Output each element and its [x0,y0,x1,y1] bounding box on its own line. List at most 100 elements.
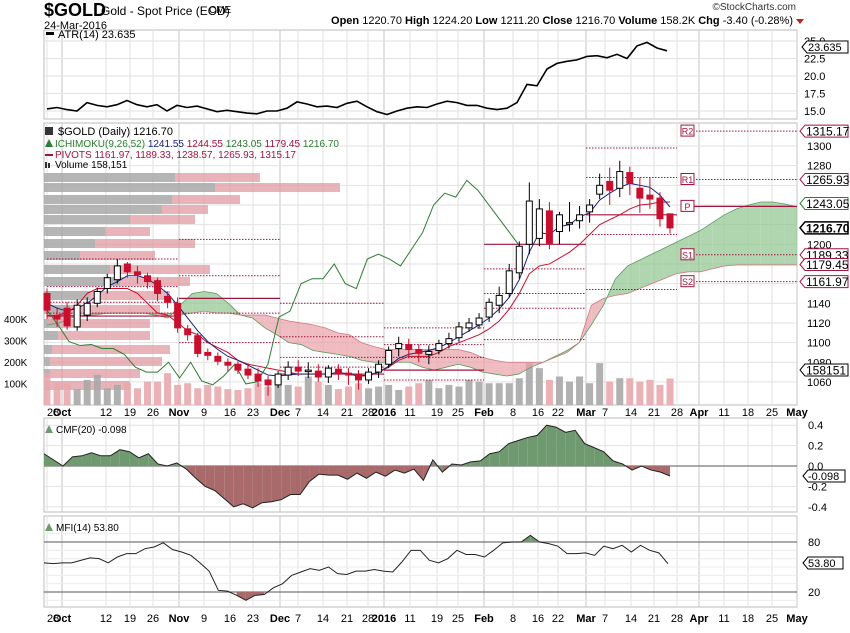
candle-body [43,292,51,311]
volume-value-tag: 158151 [806,364,846,378]
volume-bar [304,376,312,405]
volume-bar [425,379,433,405]
atr-legend: ATR(14) 23.635 [58,29,135,41]
volume-bar [505,383,513,405]
candle-body [616,171,624,189]
date-axis-label: Feb [474,613,494,625]
ichimoku-value: 1243.05 [226,139,265,150]
ichimoku-cloud-segment [446,349,459,368]
pivot-tag-label: R2 [682,127,694,137]
cmf-area-segment [603,451,614,466]
volume-bar [566,381,574,405]
candle-body [53,314,61,320]
date-axis-label: 28 [362,613,374,625]
volume-bar [405,386,413,405]
close-label: Close [542,15,573,27]
cmf-area-segment [328,466,339,476]
volume-bar [636,381,644,405]
date-axis-label: 23 [247,407,259,419]
date-axis-label: 28 [362,407,374,419]
date-axis-label: 14 [625,407,637,419]
volume-by-price-down [110,265,210,274]
volume-by-price-up [44,239,95,248]
date-axis-label: Mar [576,407,596,419]
candle-body [164,295,172,303]
cmf-area-segment [81,452,92,466]
volume-bar [174,384,182,405]
ichimoku-cloud-segment [434,349,447,371]
cmf-area-segment [537,425,547,466]
ichimoku-cloud-segment [494,360,507,377]
volume-bar [164,373,172,405]
cmf-area-segment [489,451,500,466]
volume-bar [93,374,101,405]
cmf-area-segment [385,466,395,477]
candle-body [515,245,523,274]
volume-bar [626,378,634,405]
candle-body [264,379,272,386]
cmf-area-segment [584,443,595,466]
volume-by-price-down [60,319,150,328]
date-axis-label: May [786,407,808,419]
date-axis-label: Oct [53,407,72,419]
volume-by-price-down [90,291,170,300]
candle-body [475,317,483,326]
cmf-area-segment [281,466,291,500]
date-axis-label: 25 [452,613,464,625]
brand-watermark: ©StockCharts.com [712,2,796,13]
panel-frame-mfi [43,515,798,608]
date-axis-label: 12 [100,407,112,419]
cmf-area-segment [186,466,196,479]
s2-value-tag-box [799,275,849,289]
ichimoku-cloud-segment [373,346,386,363]
volume-bar [53,383,61,405]
ichimoku-cloud-segment [482,357,495,375]
candle-body [174,302,182,329]
ichimoku-cloud-segment [337,332,350,357]
volume-by-price-down [80,251,155,260]
volume-bar [465,379,473,405]
cmf-area-segment [480,453,490,466]
candle-body [294,366,302,372]
date-axis-label: 16 [532,407,544,419]
date-axis-label: 18 [742,613,754,625]
atr-legend-icon [46,32,54,35]
price-legend: $GOLD (Daily) 1216.70 [58,126,173,138]
candle-body [626,172,634,184]
date-axis-label: 16 [532,613,544,625]
candle-body [445,338,453,345]
ichimoku-cloud-segment [724,208,737,266]
volume-by-price-down [50,357,162,366]
mfi-last-value: 53.80 [808,558,836,570]
candle-body [395,343,403,349]
volume-bar [375,386,383,405]
volume-legend-icon-bar [48,163,50,168]
volume-by-price-down [50,369,140,378]
candle-body [254,373,262,382]
ichimoku-cloud-segment [651,248,664,284]
candle-body [103,277,111,290]
volume-tick-label: 200K [4,358,28,369]
ichimoku-legend: ICHIMOKU(9,26,52) 1241.55 1244.55 1243.0… [55,139,339,150]
date-axis-label: May [786,613,808,625]
mfi-oversold-fill [236,592,246,601]
candle-body [405,344,413,350]
candle-body [314,370,322,378]
volume-bar [224,389,232,405]
down-arrow-icon [796,18,804,24]
date-axis-label: 19 [124,613,136,625]
volume-bar [545,379,553,405]
candle-body [646,194,654,200]
chikou-span-line [46,179,523,386]
volume-bar [385,384,393,405]
volume-by-price-up [44,195,172,204]
pivot-tag-s2 [680,275,695,288]
volume-bar [525,363,533,405]
volume-bar [445,384,453,405]
candle-body [224,361,232,366]
volume-bar [123,383,131,405]
close-value-tag: 1216.70 [806,221,850,235]
candle-body [535,208,543,239]
cmf-tick-label: -0.2 [808,481,827,493]
ichimoku-cloud-segment [325,327,338,355]
